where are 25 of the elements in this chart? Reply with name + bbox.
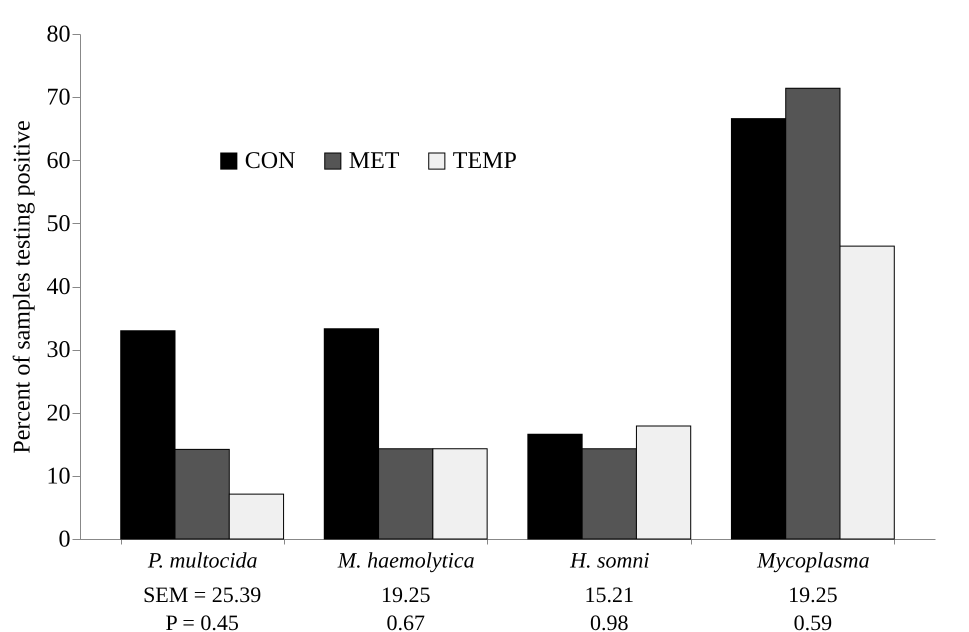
y-axis-title: Percent of samples testing positive <box>10 120 36 454</box>
y-tick-label: 30 <box>46 337 70 364</box>
text: 0.98 <box>590 610 629 632</box>
x-tick-label: M. haemolytica <box>336 548 475 572</box>
text: P = 0.45 <box>165 610 239 632</box>
y-tick-label: 80 <box>46 22 70 48</box>
legend-label: TEMP <box>452 148 517 174</box>
y-tick-label: 70 <box>46 84 70 111</box>
text: SEM = 25.39 <box>143 582 262 607</box>
text: 0.67 <box>386 610 425 632</box>
x-tick-label: H. somni <box>569 548 650 572</box>
legend-label: MET <box>348 148 400 174</box>
text: 19.25 <box>788 582 838 607</box>
y-tick-label: 10 <box>46 463 70 490</box>
y-tick-label: 0 <box>58 526 70 552</box>
legend-label: CON <box>244 148 296 174</box>
y-tick-label: 40 <box>46 274 70 300</box>
x-tick-label: P. multocida <box>146 548 258 572</box>
y-tick-label: 60 <box>46 148 70 174</box>
text: 0.59 <box>794 610 832 632</box>
text: 15.21 <box>584 582 634 607</box>
y-tick-label: 20 <box>46 400 70 426</box>
y-tick-label: 50 <box>46 210 70 237</box>
text: 19.25 <box>380 582 430 607</box>
x-tick-label: Mycoplasma <box>756 548 870 572</box>
